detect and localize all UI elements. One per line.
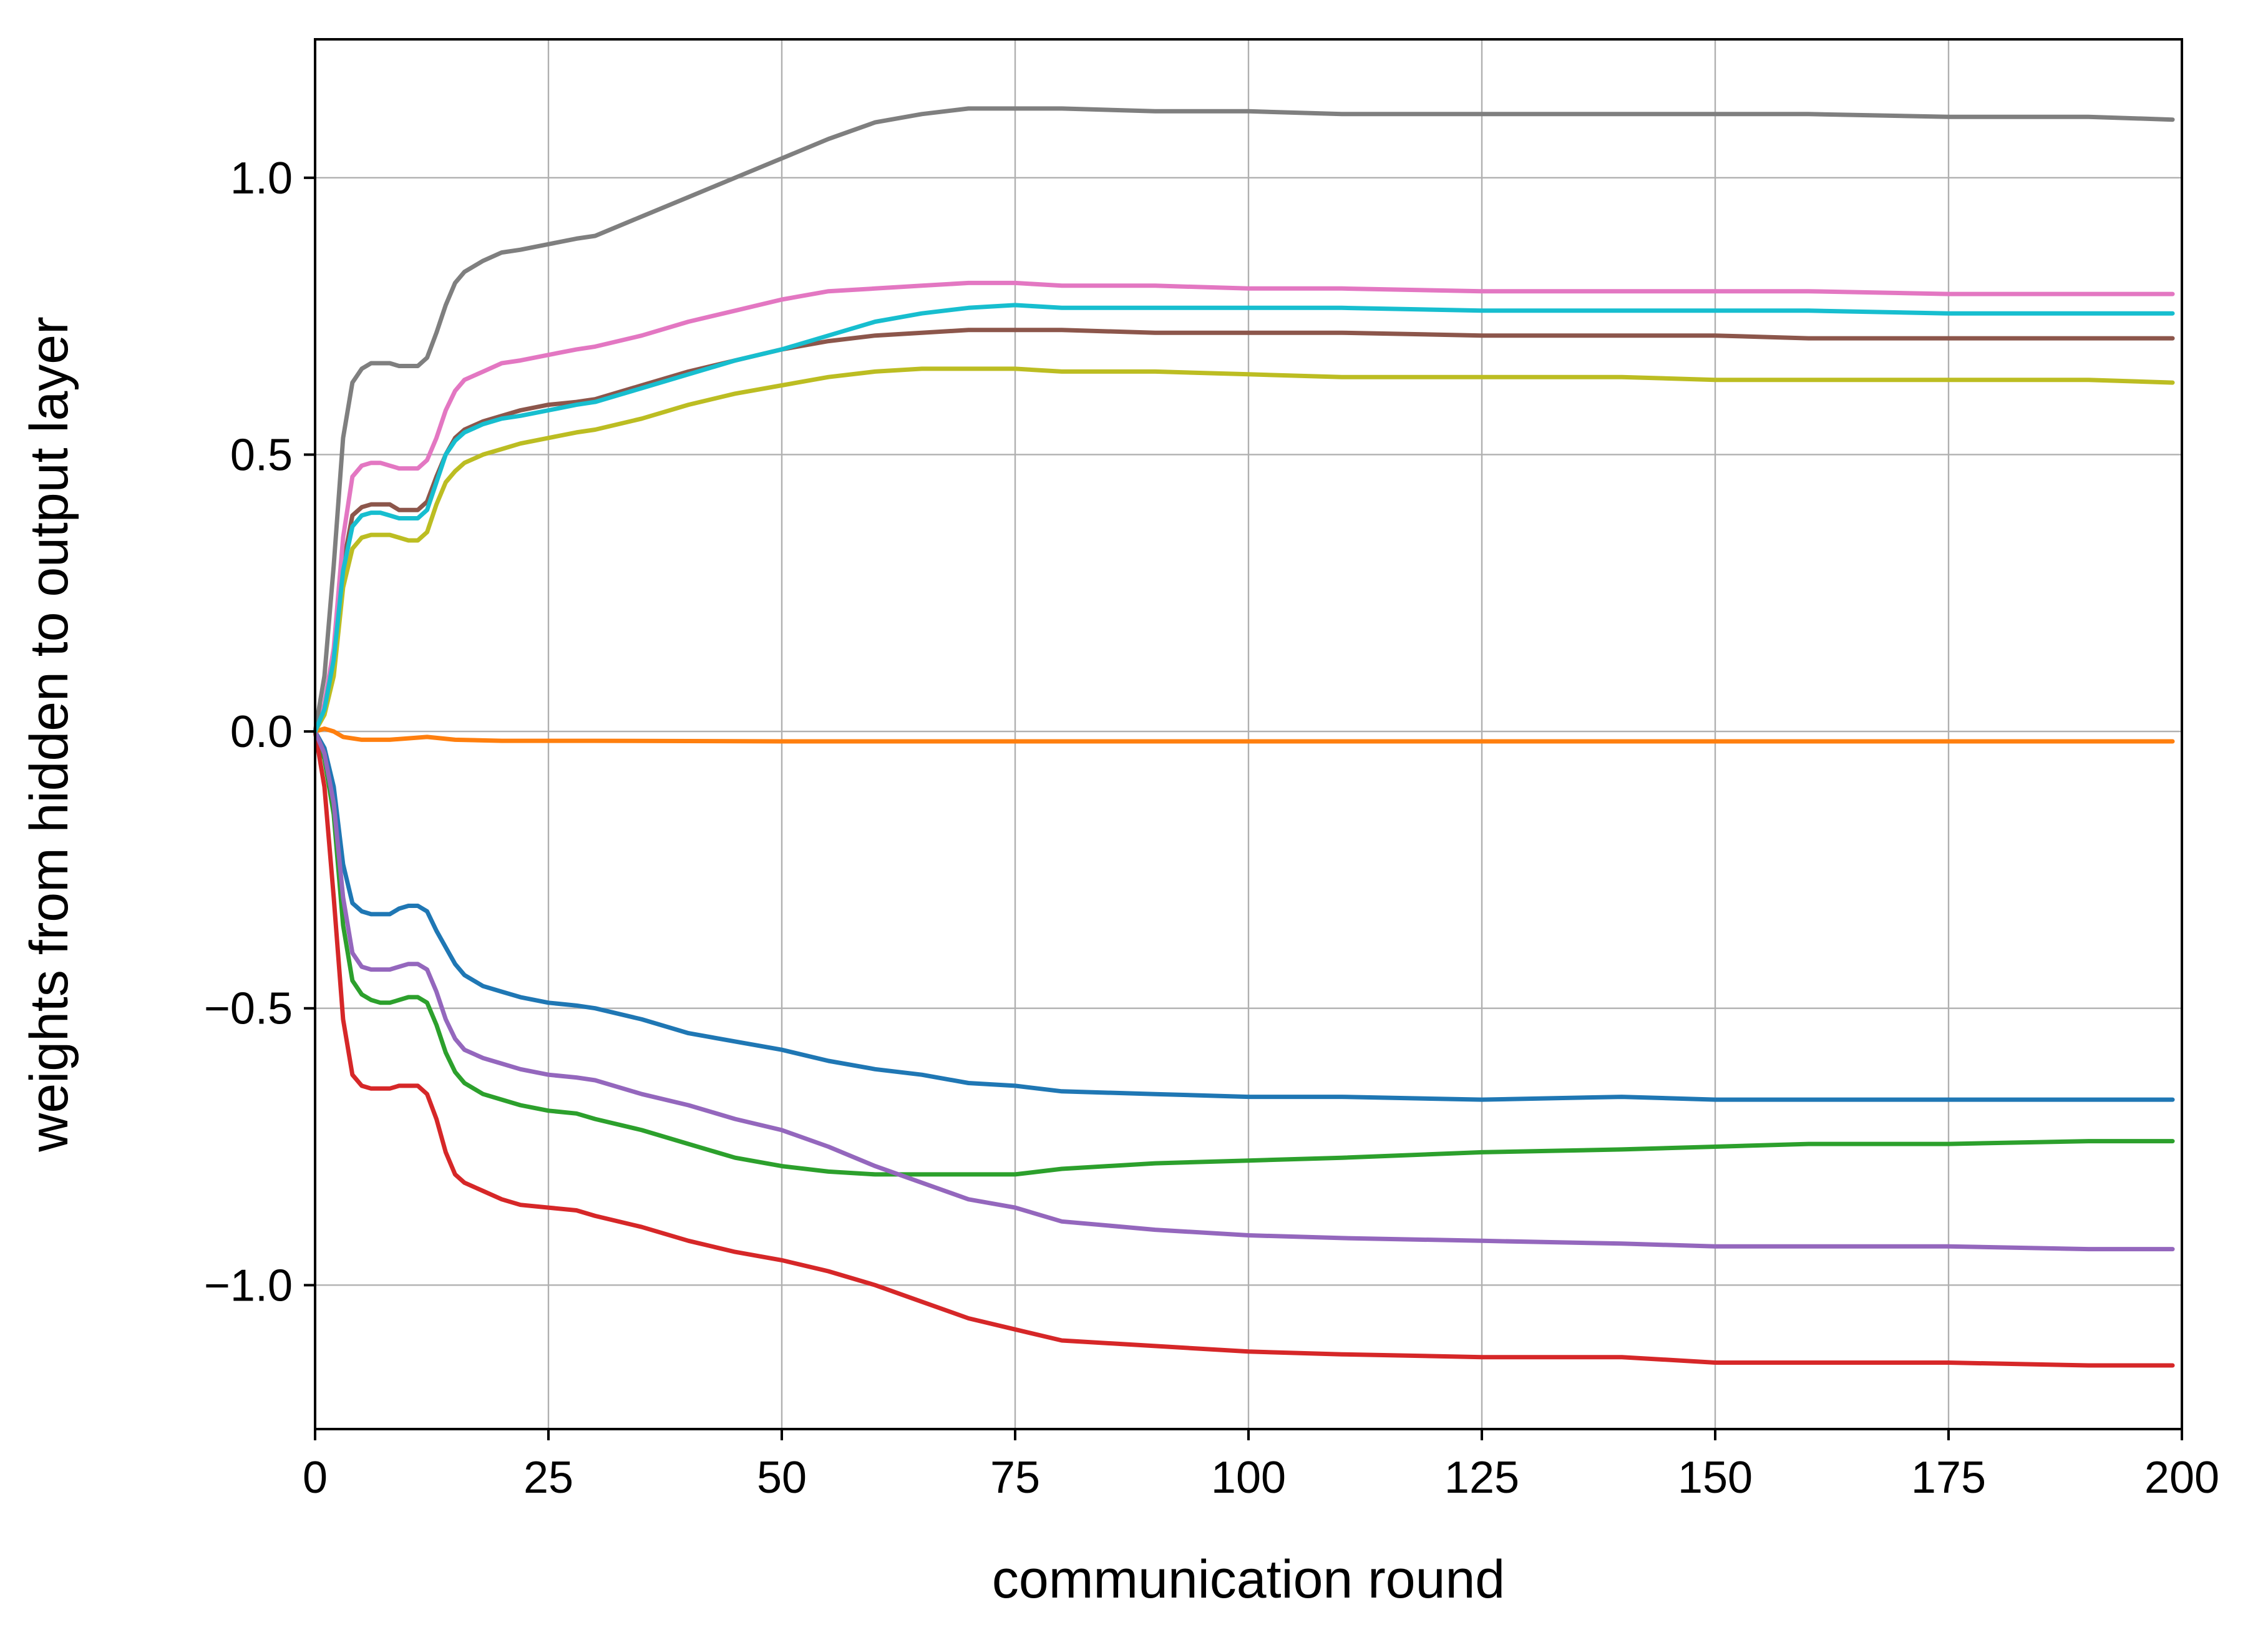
series-line-8 [313,106,2175,734]
x-tick-label: 200 [2144,1453,2219,1503]
series-line-4 [313,729,2175,1368]
x-tick-label: 150 [1678,1453,1753,1503]
series-line-2 [313,726,2175,744]
y-axis-label: weights from hidden to output layer [19,316,79,1153]
grid [314,39,2183,1429]
series-line-9 [313,366,2175,734]
x-axis-label: communication round [992,1550,1505,1609]
x-tick-label: 75 [990,1453,1040,1503]
x-tick-label: 125 [1444,1453,1519,1503]
y-tick-label: −1.0 [204,1261,293,1311]
x-axis-ticks: 0 25 50 75 100 125 150 175 200 [303,1429,2219,1503]
series-line-5 [313,729,2175,1252]
series-line-10 [313,303,2175,734]
x-tick-label: 100 [1211,1453,1286,1503]
y-tick-label: 0.5 [230,430,293,480]
y-tick-label: −0.5 [204,984,293,1034]
x-tick-label: 50 [757,1453,807,1503]
series-line-1 [313,729,2175,1102]
x-tick-label: 0 [303,1453,328,1503]
series-line-3 [313,729,2175,1177]
y-axis-ticks: −1.0 −0.5 0.0 0.5 1.0 [204,154,315,1311]
series-line-6 [313,328,2175,734]
y-tick-label: 0.0 [230,707,293,757]
y-tick-label: 1.0 [230,154,293,203]
series-lines [313,106,2175,1368]
series-line-7 [313,280,2175,734]
x-tick-label: 175 [1911,1453,1986,1503]
x-tick-label: 25 [523,1453,573,1503]
